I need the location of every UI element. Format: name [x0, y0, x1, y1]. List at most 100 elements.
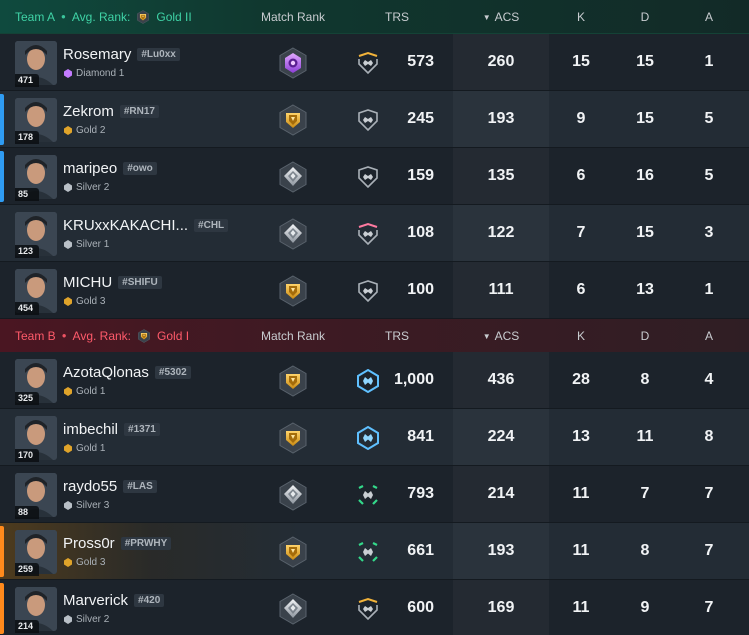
- assists-value: 7: [704, 542, 714, 559]
- gold-rank-icon[interactable]: [277, 275, 309, 307]
- trs-value: 841: [407, 428, 434, 445]
- gold-rank-icon[interactable]: [277, 536, 309, 568]
- player-name[interactable]: Rosemary: [63, 46, 132, 63]
- separator-dot: ●: [61, 12, 66, 21]
- silver-mini-rank-icon: [64, 240, 72, 249]
- column-header-a[interactable]: A: [704, 9, 713, 24]
- column-header-d[interactable]: D: [640, 328, 650, 343]
- player-name[interactable]: Zekrom: [63, 103, 114, 120]
- player-tag: #LAS: [123, 480, 157, 493]
- silver-mini-rank-icon: [64, 501, 72, 510]
- acs-value: 135: [487, 167, 515, 184]
- column-header-k[interactable]: K: [576, 9, 585, 24]
- account-level: 214: [15, 620, 39, 633]
- trs-value: 159: [407, 167, 434, 184]
- player-row[interactable]: 85 maripeo #owo Silver 2 159 135 6 16 5: [0, 148, 749, 205]
- player-name[interactable]: Pross0r: [63, 535, 115, 552]
- trs-badge-icon: [356, 165, 380, 189]
- column-header-acs-label: ACS: [494, 9, 520, 24]
- current-rank: Silver 2: [64, 182, 109, 193]
- account-level: 88: [15, 506, 39, 519]
- silver-rank-icon[interactable]: [277, 479, 309, 511]
- trs-badge-icon: [356, 597, 380, 621]
- player-identity: Zekrom #RN17: [63, 103, 159, 120]
- player-tag: #RN17: [119, 105, 159, 118]
- assists-value: 1: [704, 53, 714, 70]
- kills-value: 11: [572, 599, 590, 616]
- column-header-trs[interactable]: TRS: [385, 9, 409, 24]
- current-rank-label: Silver 1: [76, 239, 110, 250]
- player-identity: imbechil #1371: [63, 421, 160, 438]
- trs-badge-icon: [356, 483, 380, 507]
- player-name[interactable]: maripeo: [63, 160, 118, 177]
- silver-rank-icon[interactable]: [277, 218, 309, 250]
- trs-value: 245: [407, 110, 434, 127]
- player-row[interactable]: 88 raydo55 #LAS Silver 3 793 214 11 7 7: [0, 466, 749, 523]
- blue-marker: [0, 94, 4, 145]
- player-name[interactable]: KRUxxKAKACHI...: [63, 217, 189, 234]
- silver-mini-rank-icon: [64, 615, 72, 624]
- column-header-acs-label: ACS: [494, 328, 520, 343]
- diamond-rank-icon[interactable]: [277, 47, 309, 79]
- trs-badge-icon: [356, 540, 380, 564]
- separator-dot: ●: [61, 331, 67, 340]
- acs-value: 111: [488, 281, 514, 298]
- assists-value: 3: [704, 224, 714, 241]
- player-name[interactable]: raydo55: [63, 478, 118, 495]
- column-header-match-rank[interactable]: Match Rank: [260, 328, 326, 343]
- gold-rank-icon[interactable]: [277, 422, 309, 454]
- player-row[interactable]: 454 MICHU #SHIFU Gold 3 100 111 6 13 1: [0, 262, 749, 319]
- player-row[interactable]: 325 AzotaQlonas #5302 Gold 1 1,000 436 2…: [0, 352, 749, 409]
- kills-value: 6: [576, 281, 586, 298]
- gold-rank-icon[interactable]: [277, 365, 309, 397]
- account-level: 170: [15, 449, 39, 462]
- player-name[interactable]: MICHU: [63, 274, 113, 291]
- player-row[interactable]: 214 Marverick #420 Silver 2 600 169 11 9…: [0, 580, 749, 635]
- team-b-header: Team B ● Avg. Rank: Gold I Match Rank TR…: [0, 319, 749, 352]
- column-header-match-rank[interactable]: Match Rank: [260, 9, 326, 24]
- deaths-value: 15: [636, 224, 654, 241]
- gold-rank-icon: [137, 329, 151, 343]
- column-header-a[interactable]: A: [704, 328, 713, 343]
- kills-value: 9: [576, 110, 586, 127]
- player-identity: AzotaQlonas #5302: [63, 364, 191, 381]
- trs-value: 1,000: [393, 371, 434, 388]
- player-row[interactable]: 259 Pross0r #PRWHY Gold 3 661 193 11 8 7: [0, 523, 749, 580]
- acs-value: 193: [487, 110, 515, 127]
- trs-badge-icon: [356, 426, 380, 450]
- column-header-k[interactable]: K: [576, 328, 585, 343]
- player-row[interactable]: 170 imbechil #1371 Gold 1 841 224 13 11 …: [0, 409, 749, 466]
- silver-rank-icon[interactable]: [277, 593, 309, 625]
- current-rank-label: Diamond 1: [76, 68, 125, 79]
- current-rank: Silver 3: [64, 500, 109, 511]
- column-header-trs[interactable]: TRS: [385, 328, 409, 343]
- silver-rank-icon[interactable]: [277, 161, 309, 193]
- acs-value: 436: [487, 371, 515, 388]
- current-rank-label: Gold 3: [76, 296, 106, 307]
- acs-value: 260: [487, 53, 515, 70]
- column-header-d[interactable]: D: [640, 9, 650, 24]
- trs-badge-icon: [356, 51, 380, 75]
- column-header-acs[interactable]: ▼ ACS: [456, 10, 546, 24]
- acs-value: 214: [487, 485, 515, 502]
- player-name[interactable]: AzotaQlonas: [63, 364, 149, 381]
- player-tag: #SHIFU: [118, 276, 162, 289]
- deaths-value: 15: [636, 53, 654, 70]
- player-tag: #PRWHY: [120, 537, 172, 550]
- player-name[interactable]: Marverick: [63, 592, 129, 609]
- kills-value: 7: [576, 224, 586, 241]
- assists-value: 7: [704, 485, 714, 502]
- player-identity: maripeo #owo: [63, 160, 157, 177]
- acs-value: 122: [487, 224, 515, 241]
- gold-rank-icon[interactable]: [277, 104, 309, 136]
- player-row[interactable]: 123 KRUxxKAKACHI... #CHL Silver 1 108 12…: [0, 205, 749, 262]
- assists-value: 1: [704, 281, 714, 298]
- sort-desc-icon: ▼: [482, 331, 491, 341]
- team-b-title: Team B ● Avg. Rank: Gold I: [15, 329, 189, 343]
- player-name[interactable]: imbechil: [63, 421, 119, 438]
- player-row[interactable]: 471 Rosemary #Lu0xx Diamond 1 573 260 15…: [0, 34, 749, 91]
- player-row[interactable]: 178 Zekrom #RN17 Gold 2 245 193 9 15 5: [0, 91, 749, 148]
- assists-value: 5: [704, 167, 714, 184]
- current-rank-label: Gold 1: [76, 443, 106, 454]
- column-header-acs[interactable]: ▼ ACS: [456, 329, 546, 343]
